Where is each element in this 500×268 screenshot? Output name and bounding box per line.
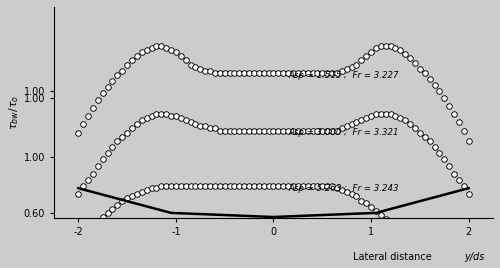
- Text: Asp = 3.000 ;  Fr = 3.321: Asp = 3.000 ; Fr = 3.321: [288, 128, 399, 137]
- Y-axis label: $\tau_{bw}/\tau_o$: $\tau_{bw}/\tau_o$: [7, 95, 20, 130]
- Text: Lateral distance: Lateral distance: [352, 252, 432, 262]
- Text: y/ds: y/ds: [464, 252, 485, 262]
- Text: Asp = 5.263 ;  Fr = 3.243: Asp = 5.263 ; Fr = 3.243: [288, 184, 399, 193]
- Text: Asp = 1.515 ;  Fr = 3.227: Asp = 1.515 ; Fr = 3.227: [288, 72, 399, 80]
